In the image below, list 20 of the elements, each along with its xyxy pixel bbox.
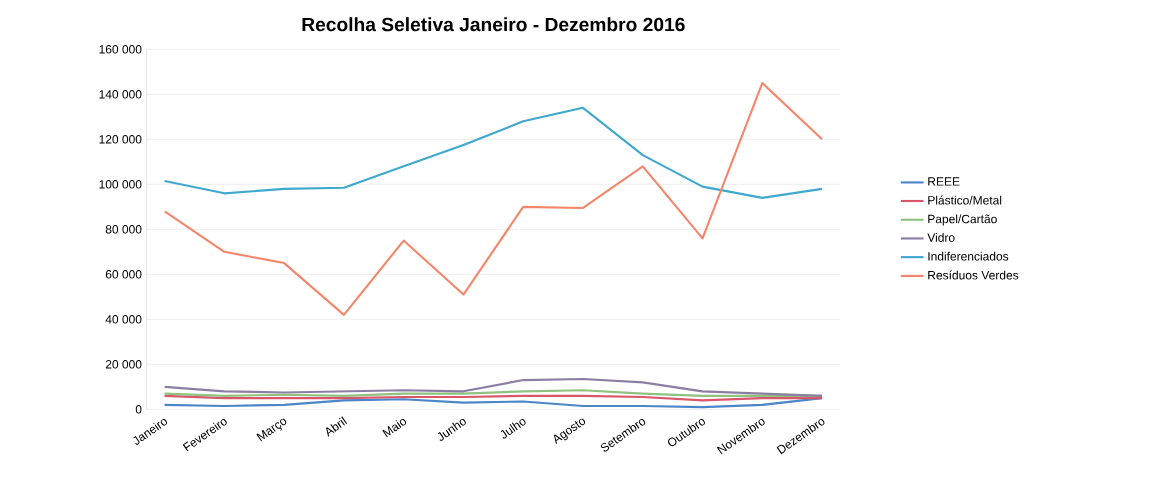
y-tick-label: 20 000 [105,360,142,369]
legend-label: Vidro [927,233,955,243]
y-tick-label: 160 000 [99,45,142,54]
y-tick-label: 60 000 [105,270,142,279]
y-tick-label: 120 000 [99,135,142,144]
legend-label: REEE [928,177,960,186]
line-series [163,82,824,317]
y-tick-label: 0 [135,405,142,414]
y-tick-label: 40 000 [105,315,142,324]
legend-label: Plástico/Metal [928,195,1002,205]
legend-label: Indiferenciados [928,251,1009,261]
x-tick-label: Julho [500,419,526,439]
x-tick-label: Maio [382,419,407,438]
y-tick-label: 100 000 [99,180,142,189]
legend-label: Papel/Cartão [928,214,997,226]
line-series [163,106,824,200]
legend-label: Resíduos Verdes [928,270,1019,280]
y-tick-label: 80 000 [105,225,142,234]
chart-title: Recolha Seletiva Janeiro - Dezembro 2016 [302,17,685,32]
y-tick-label: 140 000 [99,90,142,99]
